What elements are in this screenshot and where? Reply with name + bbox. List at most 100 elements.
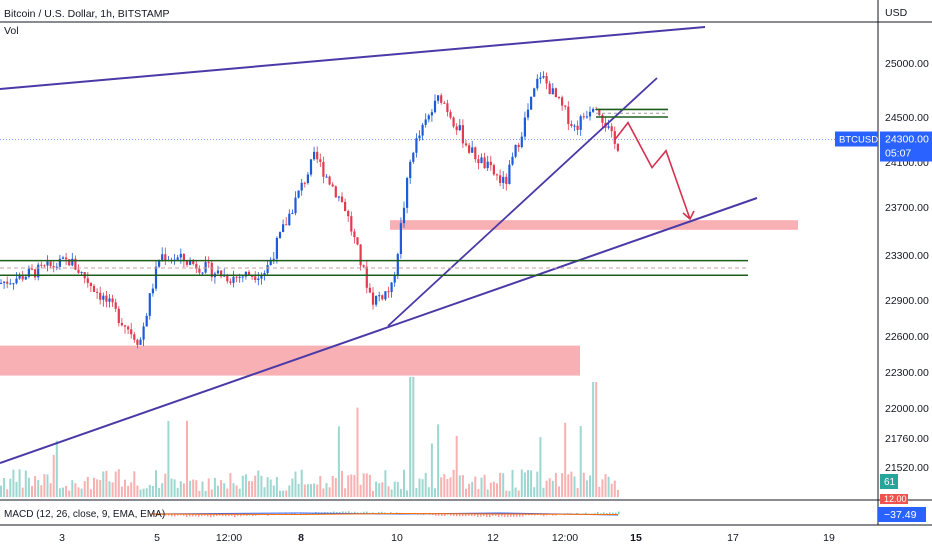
volume-bar — [213, 477, 216, 497]
macd-histogram-bar — [438, 514, 440, 516]
macd-signal-line — [149, 512, 619, 516]
volume-bar — [161, 483, 164, 497]
macd-histogram-bar — [255, 514, 257, 516]
volume-bar — [297, 483, 300, 497]
volume-bar — [21, 487, 24, 497]
candle-body — [424, 119, 427, 125]
macd-histogram-bar — [453, 514, 455, 516]
candle-body — [77, 269, 80, 273]
volume-bar — [49, 483, 52, 497]
volume-bar — [486, 489, 489, 497]
volume-bar — [548, 478, 551, 497]
candle-body — [247, 271, 251, 276]
volume-bar — [3, 478, 6, 497]
candle-body — [235, 276, 238, 278]
macd-histogram-bar — [522, 514, 524, 517]
volume-bar — [517, 490, 520, 497]
candle-body — [449, 112, 452, 118]
volume-bar — [207, 478, 210, 497]
volume-bar — [533, 487, 536, 497]
candle-body — [452, 117, 455, 127]
candle-body — [46, 261, 49, 266]
macd-histogram-bar — [597, 512, 599, 515]
volume-bar — [34, 476, 37, 497]
candle-body — [613, 131, 616, 144]
volume-bar — [499, 472, 502, 497]
currency-label[interactable]: USD — [885, 7, 908, 19]
candle-body — [71, 258, 74, 266]
macd-histogram-bar — [207, 514, 209, 517]
time-tick-label: 19 — [823, 532, 835, 544]
candle-body — [52, 266, 55, 268]
macd-histogram-bar — [525, 514, 527, 516]
candle-body — [145, 315, 148, 327]
candle-body — [356, 237, 359, 245]
rising-support-line — [387, 77, 658, 327]
volume-bar — [195, 480, 198, 497]
volume-bar — [390, 489, 393, 497]
volume-bar — [421, 479, 424, 497]
volume-bar — [158, 488, 161, 497]
candle-body — [55, 266, 58, 268]
volume-bar — [465, 488, 467, 497]
volume-bar — [564, 422, 567, 497]
volume-bar — [86, 476, 89, 497]
candle-body — [306, 174, 309, 183]
volume-bar — [155, 470, 157, 497]
candle-body — [210, 262, 213, 278]
volume-bar — [573, 476, 576, 497]
candle-body — [189, 260, 192, 265]
candle-body — [254, 276, 257, 280]
candle-body — [238, 276, 241, 278]
candle-body — [92, 286, 96, 292]
volume-bar — [551, 480, 554, 497]
macd-histogram-bar — [468, 514, 470, 516]
candle-body — [117, 308, 120, 324]
candle-body — [263, 273, 266, 276]
macd-histogram-bar — [366, 511, 368, 515]
candle-body — [384, 291, 387, 300]
symbol-title[interactable]: Bitcoin / U.S. Dollar, 1h, BITSTAMP — [4, 8, 170, 20]
volume-bar — [77, 487, 80, 497]
macd-histogram-bar — [153, 514, 155, 516]
candle-body — [232, 276, 235, 283]
candle-body — [198, 268, 201, 273]
volume-bar — [145, 488, 148, 497]
macd-histogram-bar — [480, 514, 482, 517]
macd-histogram-bar — [294, 513, 296, 515]
candle-body — [9, 283, 12, 285]
projection-arrowhead — [682, 210, 695, 221]
candle-body — [61, 257, 65, 259]
macd-histogram-bar — [519, 514, 521, 517]
candle-body — [601, 115, 604, 123]
volume-bar — [74, 483, 77, 497]
last-price-text: 24300.00 — [885, 134, 929, 146]
macd-histogram-bar — [156, 514, 158, 516]
macd-histogram-bar — [432, 514, 434, 516]
macd-histogram-bar — [555, 514, 557, 516]
macd-indicator-label[interactable]: MACD (12, 26, close, 9, EMA, EMA) — [4, 509, 166, 520]
candle-body — [24, 276, 27, 280]
price-tick-label: 25000.00 — [885, 58, 929, 70]
volume-bar — [151, 485, 154, 497]
candle-body — [161, 254, 164, 260]
candle-body — [282, 224, 285, 233]
candle-body — [266, 265, 269, 274]
resistance-zone — [390, 220, 798, 230]
candle-body — [185, 261, 189, 265]
volume-bar — [589, 475, 591, 497]
macd-histogram-bar — [495, 514, 497, 516]
volume-bar — [508, 490, 511, 497]
candle-body — [399, 223, 402, 255]
macd-histogram-bar — [459, 514, 461, 517]
candle-body — [86, 278, 89, 283]
volume-bar — [210, 489, 213, 497]
volume-indicator-label[interactable]: Vol — [4, 25, 19, 37]
volume-bar — [430, 443, 433, 497]
macd-histogram-bar — [534, 514, 536, 516]
candle-body — [471, 147, 474, 153]
candle-body — [585, 116, 588, 118]
volume-bar — [71, 480, 74, 497]
candle-body — [89, 282, 92, 287]
